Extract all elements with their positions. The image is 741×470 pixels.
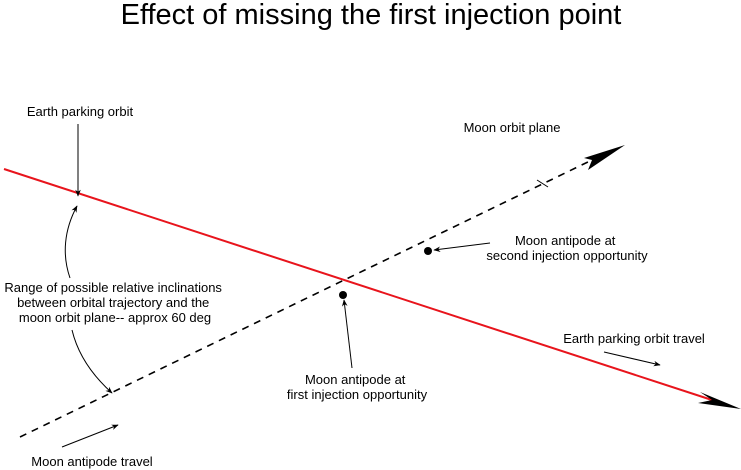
earth-orbit-travel-arrow bbox=[603, 351, 661, 367]
moon-antipode-travel-label: Moon antipode travel bbox=[31, 454, 153, 469]
diagram-title: Effect of missing the first injection po… bbox=[121, 0, 622, 31]
inclination-range-line2: between orbital trajectory and the bbox=[17, 295, 209, 310]
earth-parking-orbit-line bbox=[3, 168, 713, 401]
antipode-first-point bbox=[339, 291, 347, 299]
earth-orbit-travel-label: Earth parking orbit travel bbox=[563, 331, 705, 346]
antipode-second-point bbox=[424, 247, 432, 255]
moon-antipode-travel-arrow bbox=[61, 424, 119, 448]
antipode-first-line2: first injection opportunity bbox=[287, 387, 428, 402]
moon-orbit-plane-line bbox=[19, 159, 593, 438]
inclination-range-label: Range of possible relative inclinations … bbox=[4, 280, 225, 325]
earth-orbit-arrowhead bbox=[698, 392, 741, 409]
earth-parking-orbit-label: Earth parking orbit bbox=[27, 104, 134, 119]
antipode-second-label: Moon antipode at second injection opport… bbox=[486, 233, 648, 263]
inclination-arc-lower bbox=[71, 329, 113, 394]
antipode-second-pointer bbox=[433, 242, 491, 252]
moon-orbit-arrowhead bbox=[584, 145, 625, 170]
antipode-second-line2: second injection opportunity bbox=[486, 248, 648, 263]
antipode-first-line1: Moon antipode at bbox=[305, 372, 406, 387]
moon-orbit-plane-label: Moon orbit plane bbox=[464, 120, 561, 135]
antipode-second-line1: Moon antipode at bbox=[515, 233, 616, 248]
inclination-range-line3: moon orbit plane-- approx 60 deg bbox=[19, 310, 211, 325]
inclination-range-line1: Range of possible relative inclinations bbox=[4, 280, 222, 295]
antipode-first-pointer bbox=[341, 299, 353, 369]
inclination-arc-upper bbox=[64, 205, 78, 279]
antipode-first-label: Moon antipode at first injection opportu… bbox=[287, 372, 428, 402]
moon-orbit-plane-tick bbox=[536, 179, 549, 188]
